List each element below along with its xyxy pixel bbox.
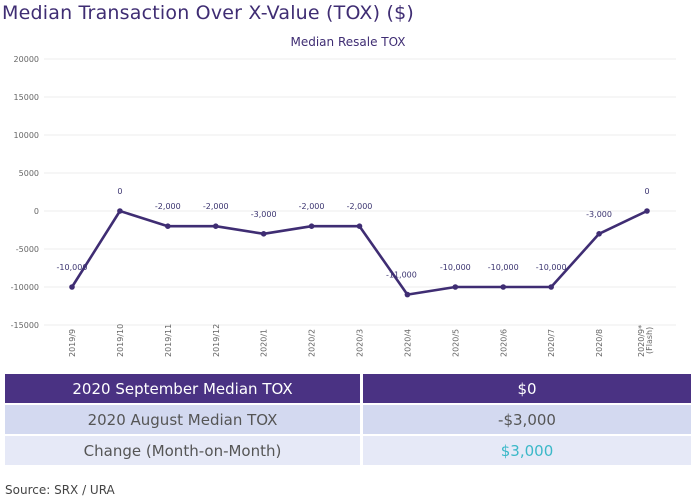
- data-point: [596, 231, 602, 237]
- data-point: [404, 291, 411, 298]
- x-tick-label: 2020/9* (Flash): [637, 325, 654, 357]
- data-label: -2,000: [299, 202, 325, 211]
- row-label: 2020 August Median TOX: [5, 405, 360, 434]
- x-tick-label: 2019/10: [116, 324, 125, 357]
- data-labels: -10,000 0 -2,000 -2,000 -3,000 -2,000 -2,000 -1…: [57, 187, 650, 280]
- data-point: [548, 284, 554, 290]
- svg-text:2020/5: 2020/5: [451, 329, 460, 357]
- data-label: -3,000: [586, 210, 612, 219]
- data-label: -3,000: [251, 210, 277, 219]
- svg-text:2020/8: 2020/8: [595, 329, 604, 357]
- svg-text:2020/1: 2020/1: [260, 329, 269, 357]
- row-value: -$3,000: [363, 405, 691, 434]
- svg-text:2020/2: 2020/2: [308, 329, 317, 357]
- svg-text:2020/7: 2020/7: [547, 329, 556, 357]
- svg-text:2019/9: 2019/9: [68, 329, 77, 357]
- table-row-august: 2020 August Median TOX -$3,000: [5, 405, 691, 434]
- y-tick-label: 15000: [14, 93, 39, 102]
- data-point: [212, 223, 219, 229]
- x-tick-label: 2019/9: [68, 329, 77, 357]
- source-note: Source: SRX / URA: [5, 483, 115, 497]
- data-label: -10,000: [57, 263, 88, 272]
- change-value: $3,000: [363, 436, 691, 465]
- data-point: [117, 208, 123, 214]
- svg-text:2019/10: 2019/10: [116, 324, 125, 357]
- data-point: [308, 223, 315, 229]
- page-title: Median Transaction Over X-Value (TOX) ($…: [2, 2, 414, 24]
- table-row-change: Change (Month-on-Month) $3,000: [5, 436, 691, 465]
- x-tick-label: 2020/6: [499, 329, 508, 357]
- line-chart: Median Resale TOX 20000 15000 10000 5000 0 -5…: [11, 35, 676, 357]
- y-tick-label: 20000: [14, 55, 39, 64]
- data-label: -11,000: [386, 271, 417, 280]
- svg-text:2019/12: 2019/12: [212, 324, 221, 357]
- data-point: [165, 223, 171, 229]
- data-label: -2,000: [203, 202, 229, 211]
- data-label: 0: [644, 187, 649, 196]
- data-point: [500, 284, 507, 290]
- x-tick-label: 2020/4: [403, 329, 412, 357]
- chart-title: Median Resale TOX: [290, 35, 405, 49]
- row-value: $0: [363, 374, 691, 403]
- data-point: [260, 231, 267, 237]
- svg-text:2019/11: 2019/11: [164, 324, 173, 357]
- y-tick-label: 0: [34, 207, 39, 216]
- gridlines: [44, 58, 676, 326]
- svg-text:2020/3: 2020/3: [356, 329, 365, 357]
- x-tick-label: 2020/2: [308, 329, 317, 357]
- row-label: 2020 September Median TOX: [5, 374, 360, 403]
- data-point: [69, 284, 75, 290]
- data-label: 0: [117, 187, 122, 196]
- data-label: -10,000: [440, 263, 471, 272]
- y-tick-label: -15000: [11, 321, 39, 330]
- y-tick-label: 5000: [19, 169, 39, 178]
- y-tick-label: -10000: [11, 283, 39, 292]
- x-tick-label: 2020/5: [451, 329, 460, 357]
- x-axis-ticks: 2019/9 2019/10 2019/11 2019/12 2020/1 2020/2 2…: [68, 324, 654, 357]
- data-label: -2,000: [347, 202, 373, 211]
- y-tick-label: 10000: [14, 131, 39, 140]
- data-label: -2,000: [155, 202, 181, 211]
- row-label: Change (Month-on-Month): [5, 436, 360, 465]
- table-row-september: 2020 September Median TOX $0: [5, 374, 691, 403]
- x-tick-label: 2020/1: [260, 329, 269, 357]
- data-label: -10,000: [488, 263, 519, 272]
- y-tick-label: -5000: [16, 245, 39, 254]
- x-tick-label: 2020/8: [595, 329, 604, 357]
- x-tick-label: 2020/3: [356, 329, 365, 357]
- data-label: -10,000: [536, 263, 567, 272]
- svg-text:2020/9*: 2020/9*: [637, 325, 646, 357]
- data-point: [356, 223, 363, 229]
- y-axis-ticks: 20000 15000 10000 5000 0 -5000 -10000 -15000: [11, 55, 39, 330]
- x-tick-label: 2020/7: [547, 329, 556, 357]
- svg-text:2020/4: 2020/4: [403, 329, 412, 357]
- x-tick-label: 2019/12: [212, 324, 221, 357]
- data-point: [452, 284, 459, 290]
- svg-text:(Flash): (Flash): [645, 327, 654, 354]
- svg-text:2020/6: 2020/6: [499, 329, 508, 357]
- data-points: [69, 208, 650, 298]
- data-point: [644, 208, 650, 214]
- x-tick-label: 2019/11: [164, 324, 173, 357]
